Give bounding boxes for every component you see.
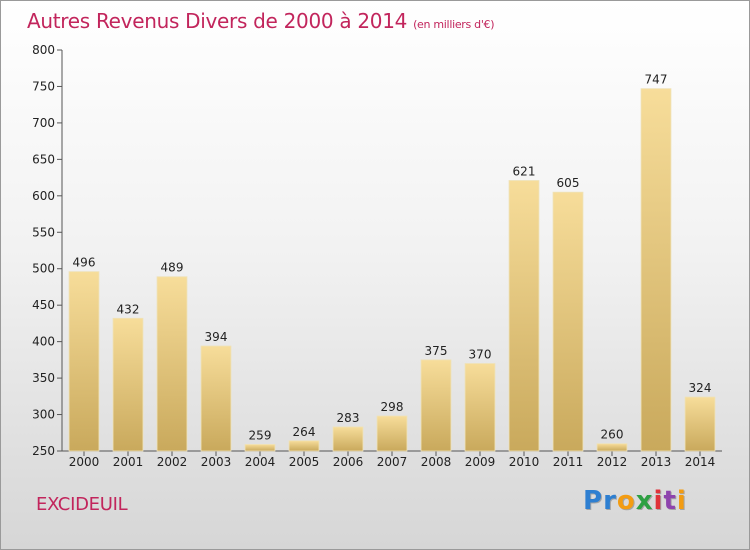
logo-letter: r (603, 486, 617, 516)
value-label-2013: 747 (645, 73, 668, 87)
logo-letter: i (653, 486, 664, 516)
x-tick-label-2004: 2004 (245, 455, 276, 469)
x-tick-label-2006: 2006 (333, 455, 364, 469)
value-label-2010: 621 (513, 165, 536, 179)
y-tick-label: 350 (32, 371, 55, 385)
bar-2014 (684, 396, 716, 452)
town-name: EXCIDEUIL (36, 494, 128, 515)
bar-2004 (244, 444, 276, 452)
value-label-2011: 605 (557, 176, 580, 190)
value-label-2000: 496 (73, 256, 96, 270)
bar-2007 (376, 415, 408, 452)
value-label-2008: 375 (425, 344, 448, 358)
bar-2006 (332, 426, 364, 452)
value-label-2007: 298 (381, 400, 404, 414)
x-tick-label-2003: 2003 (201, 455, 232, 469)
bar-2009 (464, 363, 496, 452)
y-tick-label: 600 (32, 189, 55, 203)
x-tick-label-2009: 2009 (465, 455, 496, 469)
bar-2010 (508, 180, 540, 452)
bar-2005 (288, 440, 320, 452)
x-tick-label-2013: 2013 (641, 455, 672, 469)
y-tick-label: 500 (32, 262, 55, 276)
bar-2003 (200, 345, 232, 452)
logo-letter: P (583, 486, 604, 516)
chart-title: Autres Revenus Divers de 2000 à 2014 (en … (27, 9, 495, 33)
x-tick-label-2008: 2008 (421, 455, 452, 469)
value-label-2004: 259 (249, 428, 272, 442)
value-label-2014: 324 (689, 381, 712, 395)
y-tick-label: 550 (32, 225, 55, 239)
x-tick-label-2014: 2014 (685, 455, 716, 469)
value-label-2009: 370 (469, 348, 492, 362)
y-tick-label: 300 (32, 408, 55, 422)
bar-2013 (640, 88, 672, 452)
bar-2000 (68, 271, 100, 452)
chart-title-text: Autres Revenus Divers de 2000 à 2014 (27, 9, 408, 33)
proxiti-logo: Proxiti (583, 486, 687, 516)
x-tick-label-2011: 2011 (553, 455, 584, 469)
x-tick-label-2012: 2012 (597, 455, 628, 469)
chart-subtitle: (en milliers d'€) (413, 18, 495, 31)
logo-letter: x (635, 486, 654, 516)
logo-letter: i (676, 486, 687, 516)
y-tick-label: 450 (32, 298, 55, 312)
bars: 496 432 489 394 259 264 283 298 375 370 621 605 260 7… (68, 73, 716, 452)
bar-2001 (112, 317, 144, 452)
x-tick-label-2010: 2010 (509, 455, 540, 469)
bar-2011 (552, 191, 584, 452)
bar-2002 (156, 276, 188, 452)
value-label-2001: 432 (117, 302, 140, 316)
x-axis: 2000 2001 2002 2003 2004 2005 2006 2007 2008 2009… (62, 450, 722, 469)
x-tick-label-2005: 2005 (289, 455, 320, 469)
y-tick-label: 750 (32, 79, 55, 93)
logo-letter: t (663, 486, 677, 516)
y-axis: 250 300 350 400 450 500 550 600 650 700 750 800 (32, 43, 63, 458)
x-tick-label-2007: 2007 (377, 455, 408, 469)
x-tick-label-2001: 2001 (113, 455, 144, 469)
bar-2008 (420, 359, 452, 452)
y-tick-label: 650 (32, 152, 55, 166)
logo-letter: o (616, 486, 636, 516)
y-tick-label: 400 (32, 335, 55, 349)
y-tick-label: 700 (32, 116, 55, 130)
y-tick-label: 250 (32, 444, 55, 458)
value-label-2012: 260 (601, 428, 624, 442)
x-tick-label-2002: 2002 (157, 455, 188, 469)
bar-2012 (596, 443, 628, 452)
y-tick-label: 800 (32, 43, 55, 57)
value-label-2005: 264 (293, 425, 316, 439)
x-tick-label-2000: 2000 (69, 455, 100, 469)
value-label-2003: 394 (205, 330, 228, 344)
value-label-2002: 489 (161, 261, 184, 275)
value-label-2006: 283 (337, 411, 360, 425)
